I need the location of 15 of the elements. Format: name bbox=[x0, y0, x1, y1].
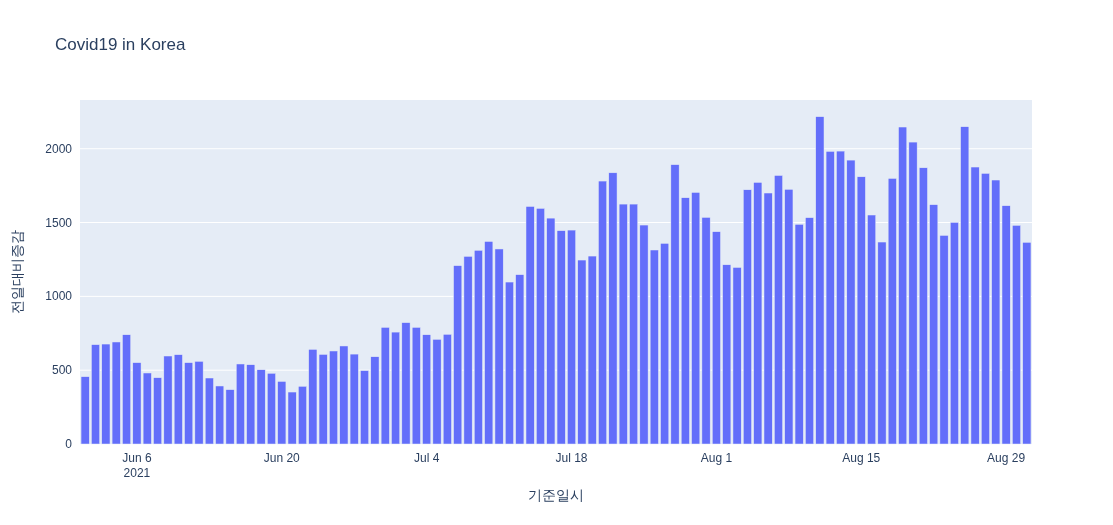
x-tick-label: Jun 6 2021 bbox=[122, 451, 152, 480]
y-tick-label: 0 bbox=[65, 437, 73, 451]
x-tick-label: Jun 20 bbox=[263, 451, 301, 465]
x-tick-label: Aug 15 bbox=[842, 451, 881, 465]
x-tick-label: Aug 29 bbox=[987, 451, 1026, 465]
y-axis-title: 전일대비증감 bbox=[9, 230, 25, 314]
x-tick-label: Jul 18 bbox=[555, 451, 588, 465]
x-tick-label: Aug 1 bbox=[700, 451, 733, 465]
chart-title: Covid19 in Korea bbox=[55, 35, 186, 54]
y-tick-label: 1500 bbox=[45, 215, 73, 230]
x-tick-label: Jul 4 bbox=[413, 451, 440, 465]
y-tick-label: 1000 bbox=[45, 289, 73, 304]
y-tick-label: 500 bbox=[51, 363, 73, 378]
x-axis-title: 기준일시 bbox=[528, 487, 584, 503]
y-tick-label: 2000 bbox=[45, 141, 73, 156]
